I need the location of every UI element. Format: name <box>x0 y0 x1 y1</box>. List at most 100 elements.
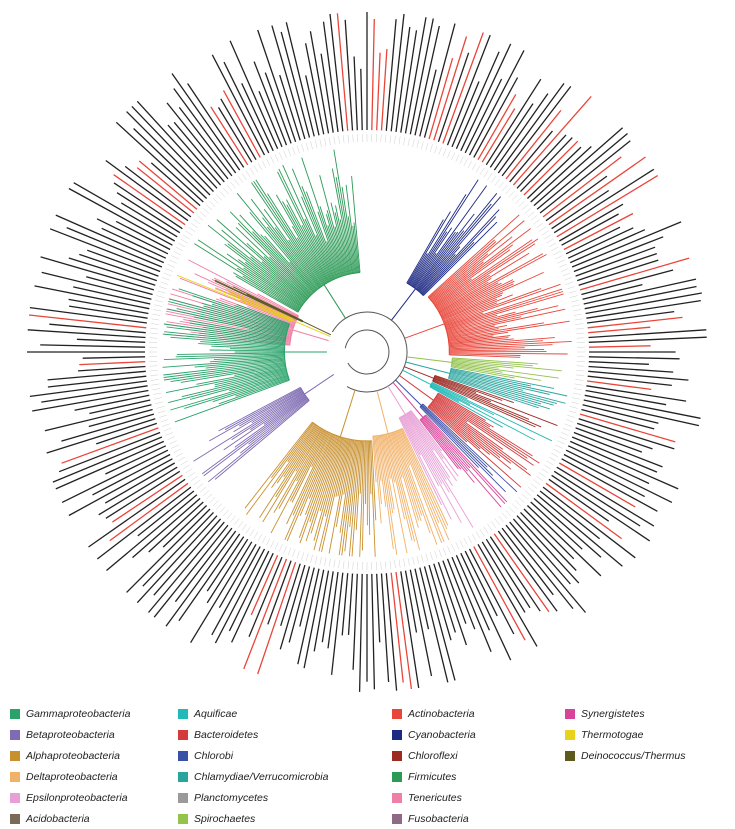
leader-line <box>561 432 568 435</box>
leader-line <box>200 212 206 217</box>
legend-label: Thermotogae <box>581 729 643 741</box>
leaf-branch <box>346 185 349 211</box>
leader-line <box>254 166 258 173</box>
leader-line <box>266 159 270 166</box>
leader-line <box>203 491 209 496</box>
clade-stem <box>396 380 422 406</box>
leader-line <box>472 534 476 541</box>
leader-line <box>159 415 167 418</box>
leader-line <box>334 560 335 568</box>
clade-stem <box>377 391 388 434</box>
leaf-label-mark <box>521 138 573 192</box>
leader-line <box>488 524 493 531</box>
clade-stem <box>388 386 405 414</box>
leader-line <box>452 544 455 551</box>
leader-line <box>399 137 400 145</box>
leader-line <box>509 191 514 197</box>
legend-label: Planctomycetes <box>194 792 268 804</box>
legend-label: Chloroflexi <box>408 750 458 762</box>
legend-label: Actinobacteria <box>408 708 475 720</box>
leaf-label-mark <box>49 324 146 333</box>
branch <box>368 441 369 509</box>
leader-line <box>394 136 395 144</box>
leader-line <box>491 521 496 527</box>
legend-item: Gammaproteobacteria <box>10 703 130 724</box>
leader-line <box>191 223 197 228</box>
legend-swatch <box>10 751 20 761</box>
leader-line <box>178 457 185 461</box>
leaf-branch <box>276 448 307 497</box>
leader-line <box>555 256 562 260</box>
legend-item: Betaproteobacteria <box>10 724 130 745</box>
leader-line <box>460 540 464 547</box>
leaf-branch <box>488 294 563 316</box>
leaf-label-mark <box>361 69 362 130</box>
leader-line <box>476 166 480 173</box>
leader-line <box>452 153 455 160</box>
legend-label: Fusobacteria <box>408 813 469 825</box>
leaf-branch <box>334 150 344 209</box>
leader-line <box>311 555 313 563</box>
leader-line <box>159 286 167 289</box>
leader-line <box>292 147 295 155</box>
leader-line <box>561 269 568 272</box>
leaf-label-mark <box>353 574 357 670</box>
leader-line <box>512 195 518 201</box>
leader-line <box>353 562 354 570</box>
leaf-label-mark <box>566 227 620 254</box>
leaf-label-mark <box>391 573 403 683</box>
leader-line <box>519 497 525 503</box>
leader-line <box>210 497 216 503</box>
legend-swatch <box>392 751 402 761</box>
leader-line <box>172 445 179 449</box>
leader-line <box>563 428 571 431</box>
legend-label: Acidobacteria <box>26 813 90 825</box>
leader-line <box>231 516 236 522</box>
legend-item: Fusobacteria <box>392 808 476 829</box>
leader-line <box>484 527 488 534</box>
leader-line <box>325 558 327 566</box>
leader-line <box>572 305 580 307</box>
leader-line <box>174 251 181 255</box>
leader-line <box>223 188 228 194</box>
leader-line <box>549 457 556 461</box>
leaf-label-mark <box>534 498 601 557</box>
leader-line <box>161 420 169 423</box>
leader-line <box>288 548 291 556</box>
leader-line <box>573 393 581 395</box>
legend-swatch <box>392 814 402 824</box>
leader-line <box>559 264 566 267</box>
leader-line <box>502 185 507 191</box>
legend-label: Cyanobacteria <box>408 729 476 741</box>
leader-line <box>519 201 525 207</box>
leader-line <box>339 136 340 144</box>
leaf-label-mark <box>527 147 581 198</box>
leaf-label-mark <box>572 222 681 267</box>
clade-stem <box>405 324 445 339</box>
leaf-branch <box>195 365 216 367</box>
leader-line <box>495 519 500 525</box>
leaf-label-mark <box>429 565 451 640</box>
leaf-label-mark <box>490 537 540 612</box>
leaf-branch <box>210 350 266 351</box>
leaf-label-mark <box>570 441 678 489</box>
leaf-branch <box>506 349 544 350</box>
leaf-label-mark <box>137 101 217 188</box>
leader-line <box>566 282 574 285</box>
leader-line <box>213 198 219 204</box>
leader-line <box>178 243 185 247</box>
leaf-label-mark <box>377 574 380 643</box>
leader-line <box>200 487 206 492</box>
legend-item: Chlorobi <box>178 745 328 766</box>
leaf-label-mark <box>56 215 164 263</box>
leader-line <box>231 182 236 188</box>
leader-line <box>150 375 158 376</box>
leader-line <box>161 282 169 285</box>
legend-label: Alphaproteobacteria <box>26 750 120 762</box>
leaf-label-mark <box>589 367 674 373</box>
leader-line <box>348 561 349 569</box>
legend-swatch <box>392 730 402 740</box>
legend-swatch <box>565 709 575 719</box>
branch <box>449 355 484 356</box>
leader-line <box>443 149 446 157</box>
